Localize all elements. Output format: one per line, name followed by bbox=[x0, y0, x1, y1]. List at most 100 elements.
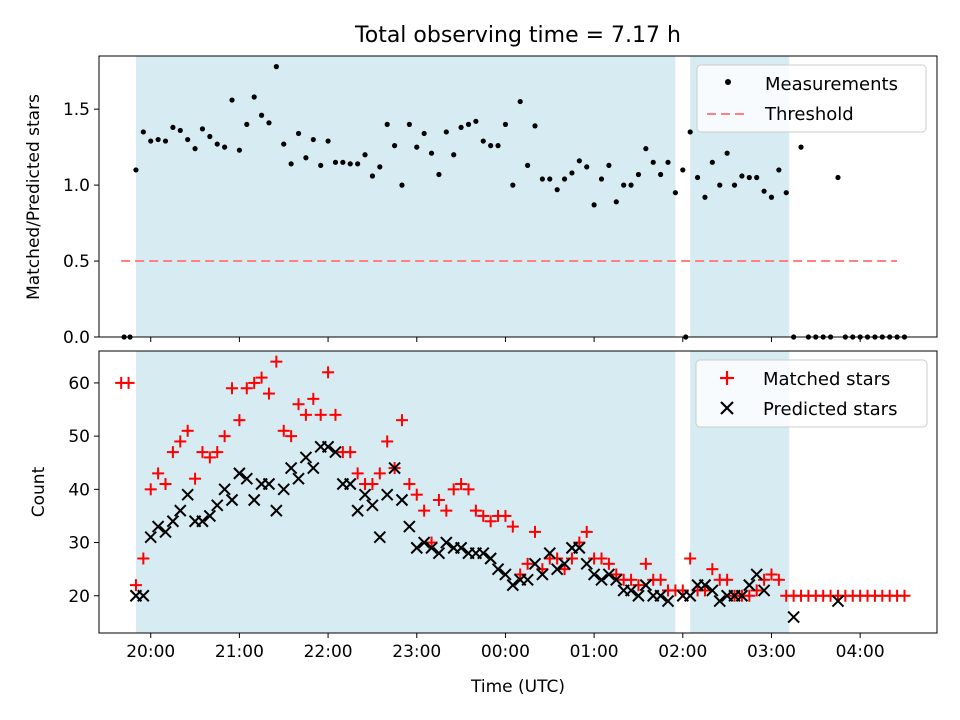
matched-star-point bbox=[351, 467, 364, 480]
predicted-star-point bbox=[735, 589, 749, 602]
measurement-point bbox=[502, 121, 509, 127]
measurement-point bbox=[229, 97, 235, 103]
measurement-point bbox=[214, 141, 220, 147]
matched-star-point bbox=[373, 467, 386, 480]
matched-star-point bbox=[174, 435, 187, 448]
top-ytick-label: 1.0 bbox=[63, 176, 90, 196]
measurement-point bbox=[428, 150, 435, 156]
predicted-star-point bbox=[787, 610, 800, 624]
top-legend-box bbox=[696, 64, 927, 133]
predicted-star-point bbox=[661, 594, 675, 608]
predicted-star-point bbox=[358, 488, 372, 501]
legend-threshold-label: Threshold bbox=[764, 104, 854, 125]
measurement-point bbox=[709, 159, 715, 165]
matched-star-point bbox=[218, 430, 231, 443]
predicted-star-point bbox=[307, 461, 320, 475]
matched-star-point bbox=[152, 467, 165, 480]
predicted-star-point bbox=[174, 504, 187, 517]
matched-star-point bbox=[418, 504, 431, 517]
matched-star-point bbox=[159, 478, 172, 491]
predicted-star-point bbox=[521, 573, 534, 586]
measurement-point bbox=[436, 171, 442, 178]
predicted-star-point bbox=[536, 568, 549, 581]
top-shade-band-0 bbox=[135, 56, 676, 337]
measurement-point bbox=[369, 173, 376, 179]
matched-star-point bbox=[226, 382, 239, 395]
top-y-ticks: 0.0 0.5 1.0 1.5 bbox=[63, 100, 99, 348]
measurement-point bbox=[443, 129, 449, 135]
predicted-star-point bbox=[321, 440, 335, 453]
measurement-point bbox=[694, 174, 701, 181]
legend-measurements-marker bbox=[725, 79, 731, 85]
predicted-star-point bbox=[624, 584, 638, 597]
chart-title: Total observing time = 7.17 h bbox=[354, 23, 681, 48]
matched-star-point bbox=[469, 504, 482, 517]
predicted-star-point bbox=[277, 483, 290, 496]
predicted-star-point bbox=[262, 477, 276, 491]
bottom-y-axis-label: Count bbox=[29, 466, 49, 517]
matched-star-point bbox=[455, 478, 468, 491]
bottom-legend: Matched stars Predicted stars bbox=[695, 359, 928, 428]
predicted-star-point bbox=[270, 504, 283, 517]
measurement-point bbox=[451, 152, 457, 158]
matched-star-point bbox=[484, 515, 497, 528]
measurement-point bbox=[170, 124, 176, 130]
matched-star-point bbox=[580, 525, 593, 538]
measurement-point bbox=[532, 123, 538, 129]
bottom-x-ticks: 20:00 21:00 22:00 23:00 00:00 01:00 02:00 03:00… bbox=[126, 633, 885, 662]
matched-star-point bbox=[898, 589, 911, 602]
measurement-point bbox=[768, 194, 775, 200]
measurement-point bbox=[665, 159, 671, 165]
predicted-star-point bbox=[698, 578, 712, 592]
matched-star-point bbox=[440, 504, 453, 517]
measurement-point bbox=[332, 159, 339, 165]
measurement-point bbox=[480, 138, 486, 144]
legend-matched-marker bbox=[720, 371, 734, 385]
legend-matched-label: Matched stars bbox=[763, 369, 890, 390]
measurement-point bbox=[525, 162, 531, 168]
measurement-point bbox=[133, 167, 139, 173]
matched-star-point bbox=[322, 366, 335, 379]
matched-star-point bbox=[721, 573, 734, 586]
predicted-star-point bbox=[491, 562, 505, 576]
predicted-star-point bbox=[587, 568, 601, 581]
predicted-star-point bbox=[373, 531, 387, 544]
predicted-star-point bbox=[440, 536, 453, 549]
measurement-point bbox=[717, 182, 723, 188]
top-shaded-intervals bbox=[135, 56, 790, 337]
predicted-star-point bbox=[602, 568, 616, 581]
matched-star-point bbox=[189, 472, 202, 485]
measurement-point bbox=[295, 130, 302, 137]
measurement-point bbox=[414, 144, 420, 150]
measurement-point bbox=[495, 143, 501, 149]
predicted-star-point bbox=[425, 541, 438, 555]
bottom-ytick-label: 60 bbox=[68, 374, 90, 394]
measurement-point bbox=[325, 138, 331, 144]
predicted-star-point bbox=[366, 499, 379, 512]
predicted-star-point bbox=[550, 562, 564, 576]
measurement-point bbox=[362, 152, 368, 158]
measurement-point bbox=[628, 182, 634, 188]
predicted-star-point bbox=[484, 552, 497, 565]
predicted-star-point bbox=[284, 461, 298, 475]
matched-star-point bbox=[344, 446, 357, 459]
xtick-label: 03:00 bbox=[747, 642, 796, 662]
matched-star-point bbox=[706, 563, 719, 576]
measurement-point bbox=[621, 182, 627, 188]
top-axes-frame bbox=[98, 55, 938, 338]
measurement-point bbox=[517, 98, 523, 105]
top-ytick-label: 0.0 bbox=[63, 328, 90, 348]
predicted-star-point bbox=[743, 578, 756, 592]
predicted-star-point bbox=[410, 541, 423, 555]
measurement-point bbox=[251, 94, 257, 100]
matched-star-point bbox=[166, 446, 179, 459]
matched-star-point bbox=[595, 552, 608, 565]
measurement-point bbox=[754, 174, 760, 181]
measurement-point bbox=[185, 136, 191, 143]
matched-star-point bbox=[122, 376, 135, 389]
measurement-point bbox=[606, 162, 612, 168]
measurement-point bbox=[236, 147, 243, 153]
predicted-star-point bbox=[595, 573, 608, 586]
predicted-star-point bbox=[558, 557, 571, 571]
top-y-axis-label: Matched/Predicted stars bbox=[24, 94, 44, 300]
